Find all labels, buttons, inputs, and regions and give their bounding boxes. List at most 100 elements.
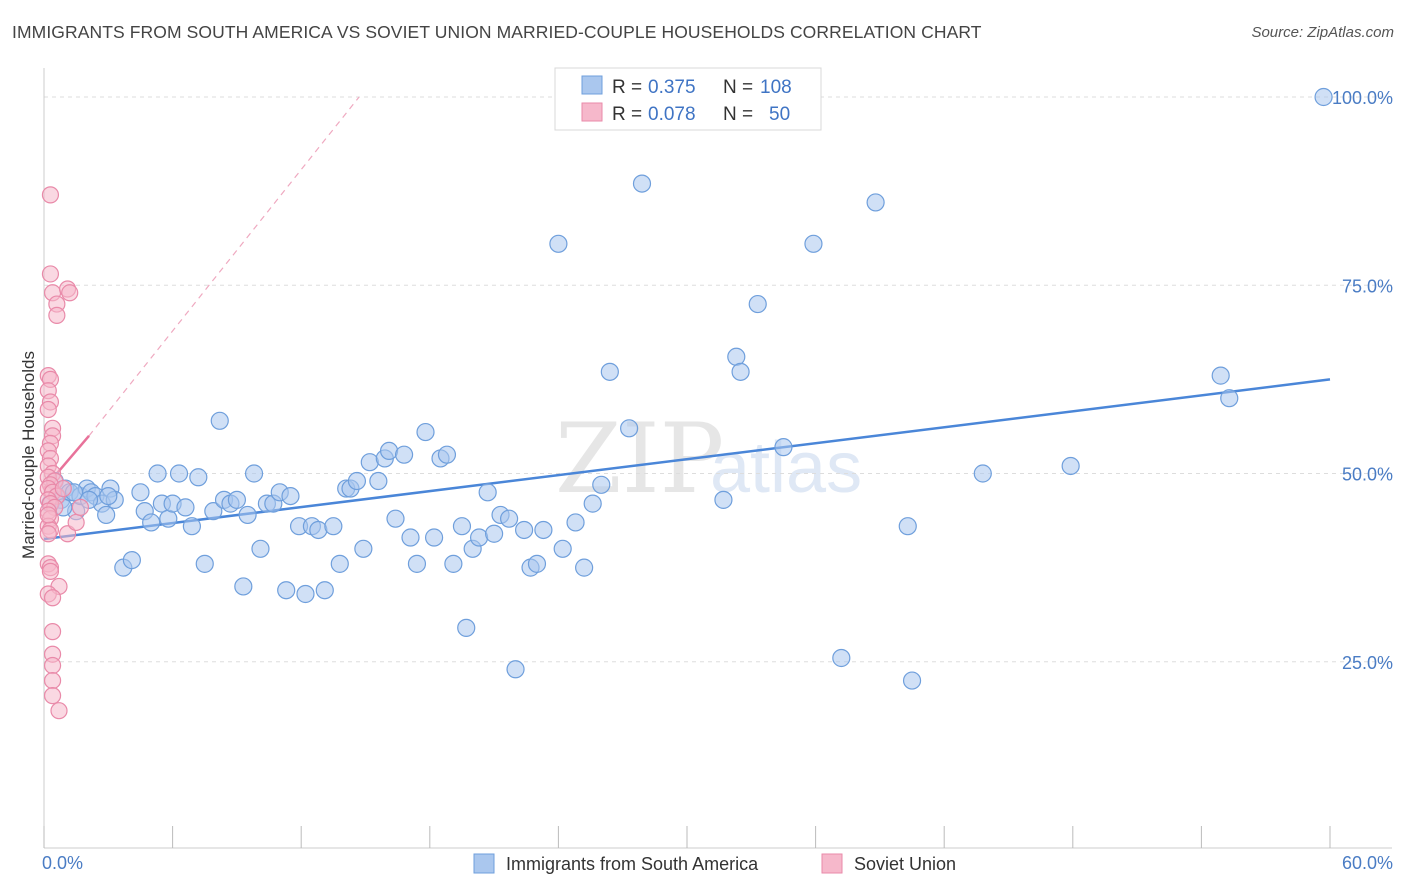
point-soviet-union	[58, 525, 77, 543]
point-south-america	[452, 517, 472, 536]
point-south-america	[277, 581, 296, 600]
point-south-america	[142, 513, 161, 532]
point-south-america	[437, 445, 457, 464]
y-tick-label: 75.0%	[1342, 276, 1393, 296]
point-south-america	[189, 468, 208, 487]
point-south-america	[360, 453, 379, 472]
point-south-america	[244, 464, 264, 483]
point-soviet-union	[71, 498, 90, 516]
point-south-america	[506, 660, 525, 679]
point-south-america	[195, 554, 214, 573]
bottom-legend-swatch-blue	[473, 853, 495, 874]
legend-r-value: 0.078	[648, 104, 696, 125]
data-points	[39, 87, 1333, 720]
point-soviet-union	[39, 506, 57, 524]
y-tick-label: 50.0%	[1342, 465, 1393, 485]
point-south-america	[315, 581, 334, 600]
bottom-legend-swatch-pink	[821, 853, 843, 874]
trend-line-south-america	[43, 378, 1331, 541]
point-south-america	[97, 505, 116, 525]
legend-n-value: 50	[769, 104, 790, 125]
point-south-america	[620, 419, 639, 438]
point-south-america	[182, 517, 201, 536]
source-label: Source: ZipAtlas.com	[1251, 24, 1394, 41]
point-south-america	[407, 554, 427, 573]
legend-n-value: 108	[760, 77, 792, 98]
point-south-america	[416, 422, 435, 442]
point-south-america	[122, 550, 141, 570]
point-soviet-union	[43, 656, 62, 675]
point-south-america	[227, 490, 246, 509]
bottom-legend-label: Immigrants from South America	[506, 854, 759, 874]
bottom-legend-label: Soviet Union	[854, 854, 956, 874]
point-south-america	[549, 234, 568, 253]
point-south-america	[309, 520, 328, 540]
point-south-america	[832, 648, 851, 668]
point-south-america	[347, 471, 367, 491]
point-south-america	[324, 517, 343, 536]
point-south-america	[169, 464, 189, 483]
point-south-america	[469, 528, 489, 547]
trend-extension-soviet-union	[88, 96, 360, 437]
point-south-america	[527, 554, 547, 573]
point-south-america	[973, 464, 992, 483]
point-soviet-union	[43, 589, 62, 607]
point-south-america	[296, 584, 315, 604]
legend-r-label: R =	[612, 104, 642, 125]
point-south-america	[330, 554, 349, 573]
point-south-america	[898, 517, 917, 536]
point-soviet-union	[43, 687, 62, 705]
point-south-america	[804, 234, 823, 253]
legend-swatch-blue	[581, 75, 603, 95]
point-south-america	[478, 483, 497, 502]
point-soviet-union	[67, 513, 85, 532]
point-soviet-union	[54, 479, 72, 498]
point-south-america	[866, 193, 885, 212]
point-south-america	[632, 174, 652, 193]
watermark: ZIP atlas	[555, 403, 862, 515]
point-south-america	[281, 486, 300, 506]
point-south-america	[401, 528, 420, 547]
point-soviet-union	[41, 186, 60, 204]
chart-title: IMMIGRANTS FROM SOUTH AMERICA VS SOVIET …	[12, 22, 982, 42]
point-south-america	[583, 494, 602, 513]
x-tick-label: 60.0%	[1342, 853, 1393, 873]
point-south-america	[566, 513, 585, 532]
point-south-america	[1314, 87, 1333, 107]
point-south-america	[534, 520, 553, 540]
point-soviet-union	[39, 400, 57, 419]
legend-r-label: R =	[612, 77, 642, 98]
point-south-america	[515, 520, 534, 540]
grid-lines	[44, 96, 1392, 663]
point-soviet-union	[61, 284, 79, 302]
point-south-america	[379, 441, 399, 461]
point-south-america	[1211, 366, 1230, 385]
point-south-america	[386, 509, 405, 528]
point-south-america	[204, 502, 223, 521]
point-south-america	[354, 539, 373, 558]
point-south-america	[99, 486, 118, 506]
point-south-america	[714, 490, 733, 509]
point-south-america	[159, 509, 178, 528]
point-south-america	[148, 464, 167, 483]
point-south-america	[731, 362, 750, 381]
legend-box: R = 0.375 N = 108 R = 0.078 N = 50	[554, 67, 822, 131]
bottom-legend: Immigrants from South America Soviet Uni…	[473, 853, 956, 874]
point-south-america	[369, 471, 388, 491]
y-axis-label: Married-couple Households	[19, 351, 38, 559]
point-soviet-union	[41, 265, 60, 283]
point-south-america	[238, 505, 257, 525]
x-tick-label: 0.0%	[42, 853, 83, 873]
point-south-america	[251, 539, 270, 558]
point-south-america	[444, 554, 463, 573]
point-south-america	[748, 294, 767, 314]
point-south-america	[500, 509, 519, 528]
point-south-america	[394, 445, 414, 464]
point-south-america	[234, 577, 253, 596]
point-south-america	[485, 524, 504, 543]
point-south-america	[575, 558, 594, 577]
point-soviet-union	[50, 702, 68, 720]
point-soviet-union	[43, 671, 62, 690]
point-south-america	[727, 347, 746, 366]
